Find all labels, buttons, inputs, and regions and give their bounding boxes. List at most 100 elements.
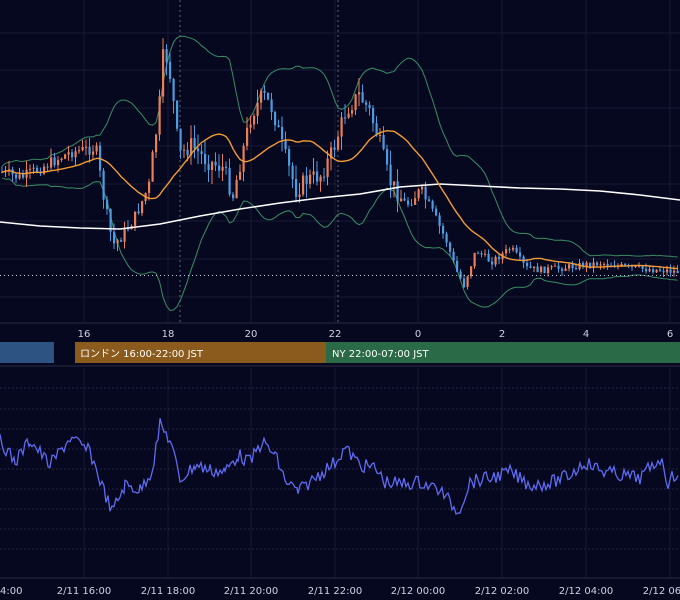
candle-body-172 (603, 263, 606, 265)
candlestick-series (1, 38, 679, 290)
candle-body-8 (29, 168, 32, 170)
candle-body-71 (249, 124, 252, 128)
candle-body-136 (477, 252, 480, 254)
session-ny-label: NY 22:00-07:00 JST (332, 349, 429, 360)
candle-body-107 (375, 123, 378, 136)
candle-body-190 (666, 269, 669, 273)
candle-body-101 (354, 94, 357, 111)
candle-body-44 (155, 134, 158, 153)
candle-body-15 (53, 157, 56, 166)
candle-body-95 (333, 147, 336, 150)
price-x-tick-label-3: 22 (329, 329, 342, 340)
candle-body-152 (533, 266, 536, 268)
candle-body-34 (120, 240, 123, 242)
candle-body-21 (74, 151, 77, 158)
osc-x-tick-label-4: 2/11 22:00 (308, 586, 362, 597)
candle-body-25 (88, 146, 91, 155)
candle-body-74 (260, 90, 263, 103)
osc-x-tick-label-2: 2/11 18:00 (141, 586, 195, 597)
candle-body-162 (568, 264, 571, 269)
candle-body-75 (263, 90, 266, 93)
candle-body-177 (620, 263, 623, 266)
candle-body-35 (123, 228, 126, 242)
candle-body-91 (319, 176, 322, 182)
session-london-label: ロンドン 16:00-22:00 JST (80, 349, 204, 360)
candle-body-150 (526, 262, 529, 267)
candle-body-82 (288, 149, 291, 166)
candle-body-132 (463, 278, 466, 287)
session-ny-block (326, 342, 680, 363)
candle-body-77 (270, 99, 273, 113)
candle-body-88 (309, 174, 312, 184)
candle-body-63 (221, 166, 224, 171)
candle-body-70 (246, 127, 249, 146)
candle-body-148 (519, 252, 522, 257)
price-x-axis: 16 18 20 22 0 2 4 6 (78, 329, 674, 340)
candle-body-60 (211, 161, 214, 170)
osc-x-tick-label-0: 4:00 (0, 586, 22, 597)
session-asia-block (0, 342, 54, 363)
candle-body-6 (22, 174, 25, 178)
candle-body-61 (214, 161, 217, 166)
candle-body-9 (32, 167, 35, 169)
osc-x-tick-label-1: 2/11 16:00 (57, 586, 111, 597)
candle-body-29 (102, 170, 105, 200)
candle-body-108 (379, 135, 382, 137)
candle-body-90 (316, 171, 319, 182)
candle-body-55 (193, 138, 196, 149)
candle-body-167 (585, 262, 588, 267)
candle-body-105 (368, 104, 371, 109)
candle-body-171 (599, 264, 602, 266)
candle-body-147 (515, 247, 518, 253)
candle-body-52 (183, 149, 186, 151)
candle-body-59 (207, 164, 210, 170)
candle-body-158 (554, 265, 557, 267)
mid-moving-average-line (1, 129, 678, 270)
bollinger-upper-band (1, 35, 678, 258)
candle-body-187 (655, 269, 658, 273)
candle-body-141 (494, 256, 497, 265)
candle-body-102 (358, 92, 361, 95)
candle-body-14 (50, 157, 53, 168)
candle-body-156 (547, 267, 550, 274)
candle-body-165 (578, 262, 581, 270)
osc-x-tick-label-8: 2/12 06:00 (643, 586, 680, 597)
candle-body-104 (365, 102, 368, 105)
candle-body-100 (351, 110, 354, 114)
candle-body-23 (81, 147, 84, 151)
candle-body-134 (470, 266, 473, 277)
candle-body-57 (200, 151, 203, 154)
candle-body-133 (466, 276, 469, 287)
candle-body-62 (218, 165, 221, 171)
session-london-block (75, 342, 326, 363)
candle-body-68 (239, 171, 242, 180)
candle-body-129 (452, 251, 455, 261)
candle-body-31 (109, 209, 112, 232)
candle-body-109 (382, 135, 385, 150)
candle-body-106 (372, 108, 375, 124)
candle-body-178 (624, 263, 627, 266)
candle-body-121 (424, 186, 427, 200)
candle-body-66 (232, 194, 235, 199)
candle-body-185 (648, 269, 651, 272)
candle-body-117 (410, 204, 413, 206)
candle-body-43 (151, 152, 154, 182)
candle-body-38 (134, 211, 137, 226)
candle-body-155 (543, 266, 546, 274)
candle-body-2 (8, 169, 11, 171)
candle-body-87 (305, 175, 308, 184)
candle-body-111 (389, 164, 392, 186)
price-x-tick-label-4: 0 (415, 329, 421, 340)
candle-body-120 (421, 186, 424, 190)
candle-body-161 (564, 268, 567, 271)
candle-body-146 (512, 247, 515, 250)
candle-body-20 (71, 152, 74, 158)
candle-body-49 (172, 78, 175, 101)
candle-body-164 (575, 268, 578, 270)
candle-body-24 (85, 146, 88, 148)
candle-body-10 (36, 167, 39, 172)
session-bar: ロンドン 16:00-22:00 JST NY 22:00-07:00 JST (0, 342, 680, 363)
candle-body-113 (396, 181, 399, 202)
